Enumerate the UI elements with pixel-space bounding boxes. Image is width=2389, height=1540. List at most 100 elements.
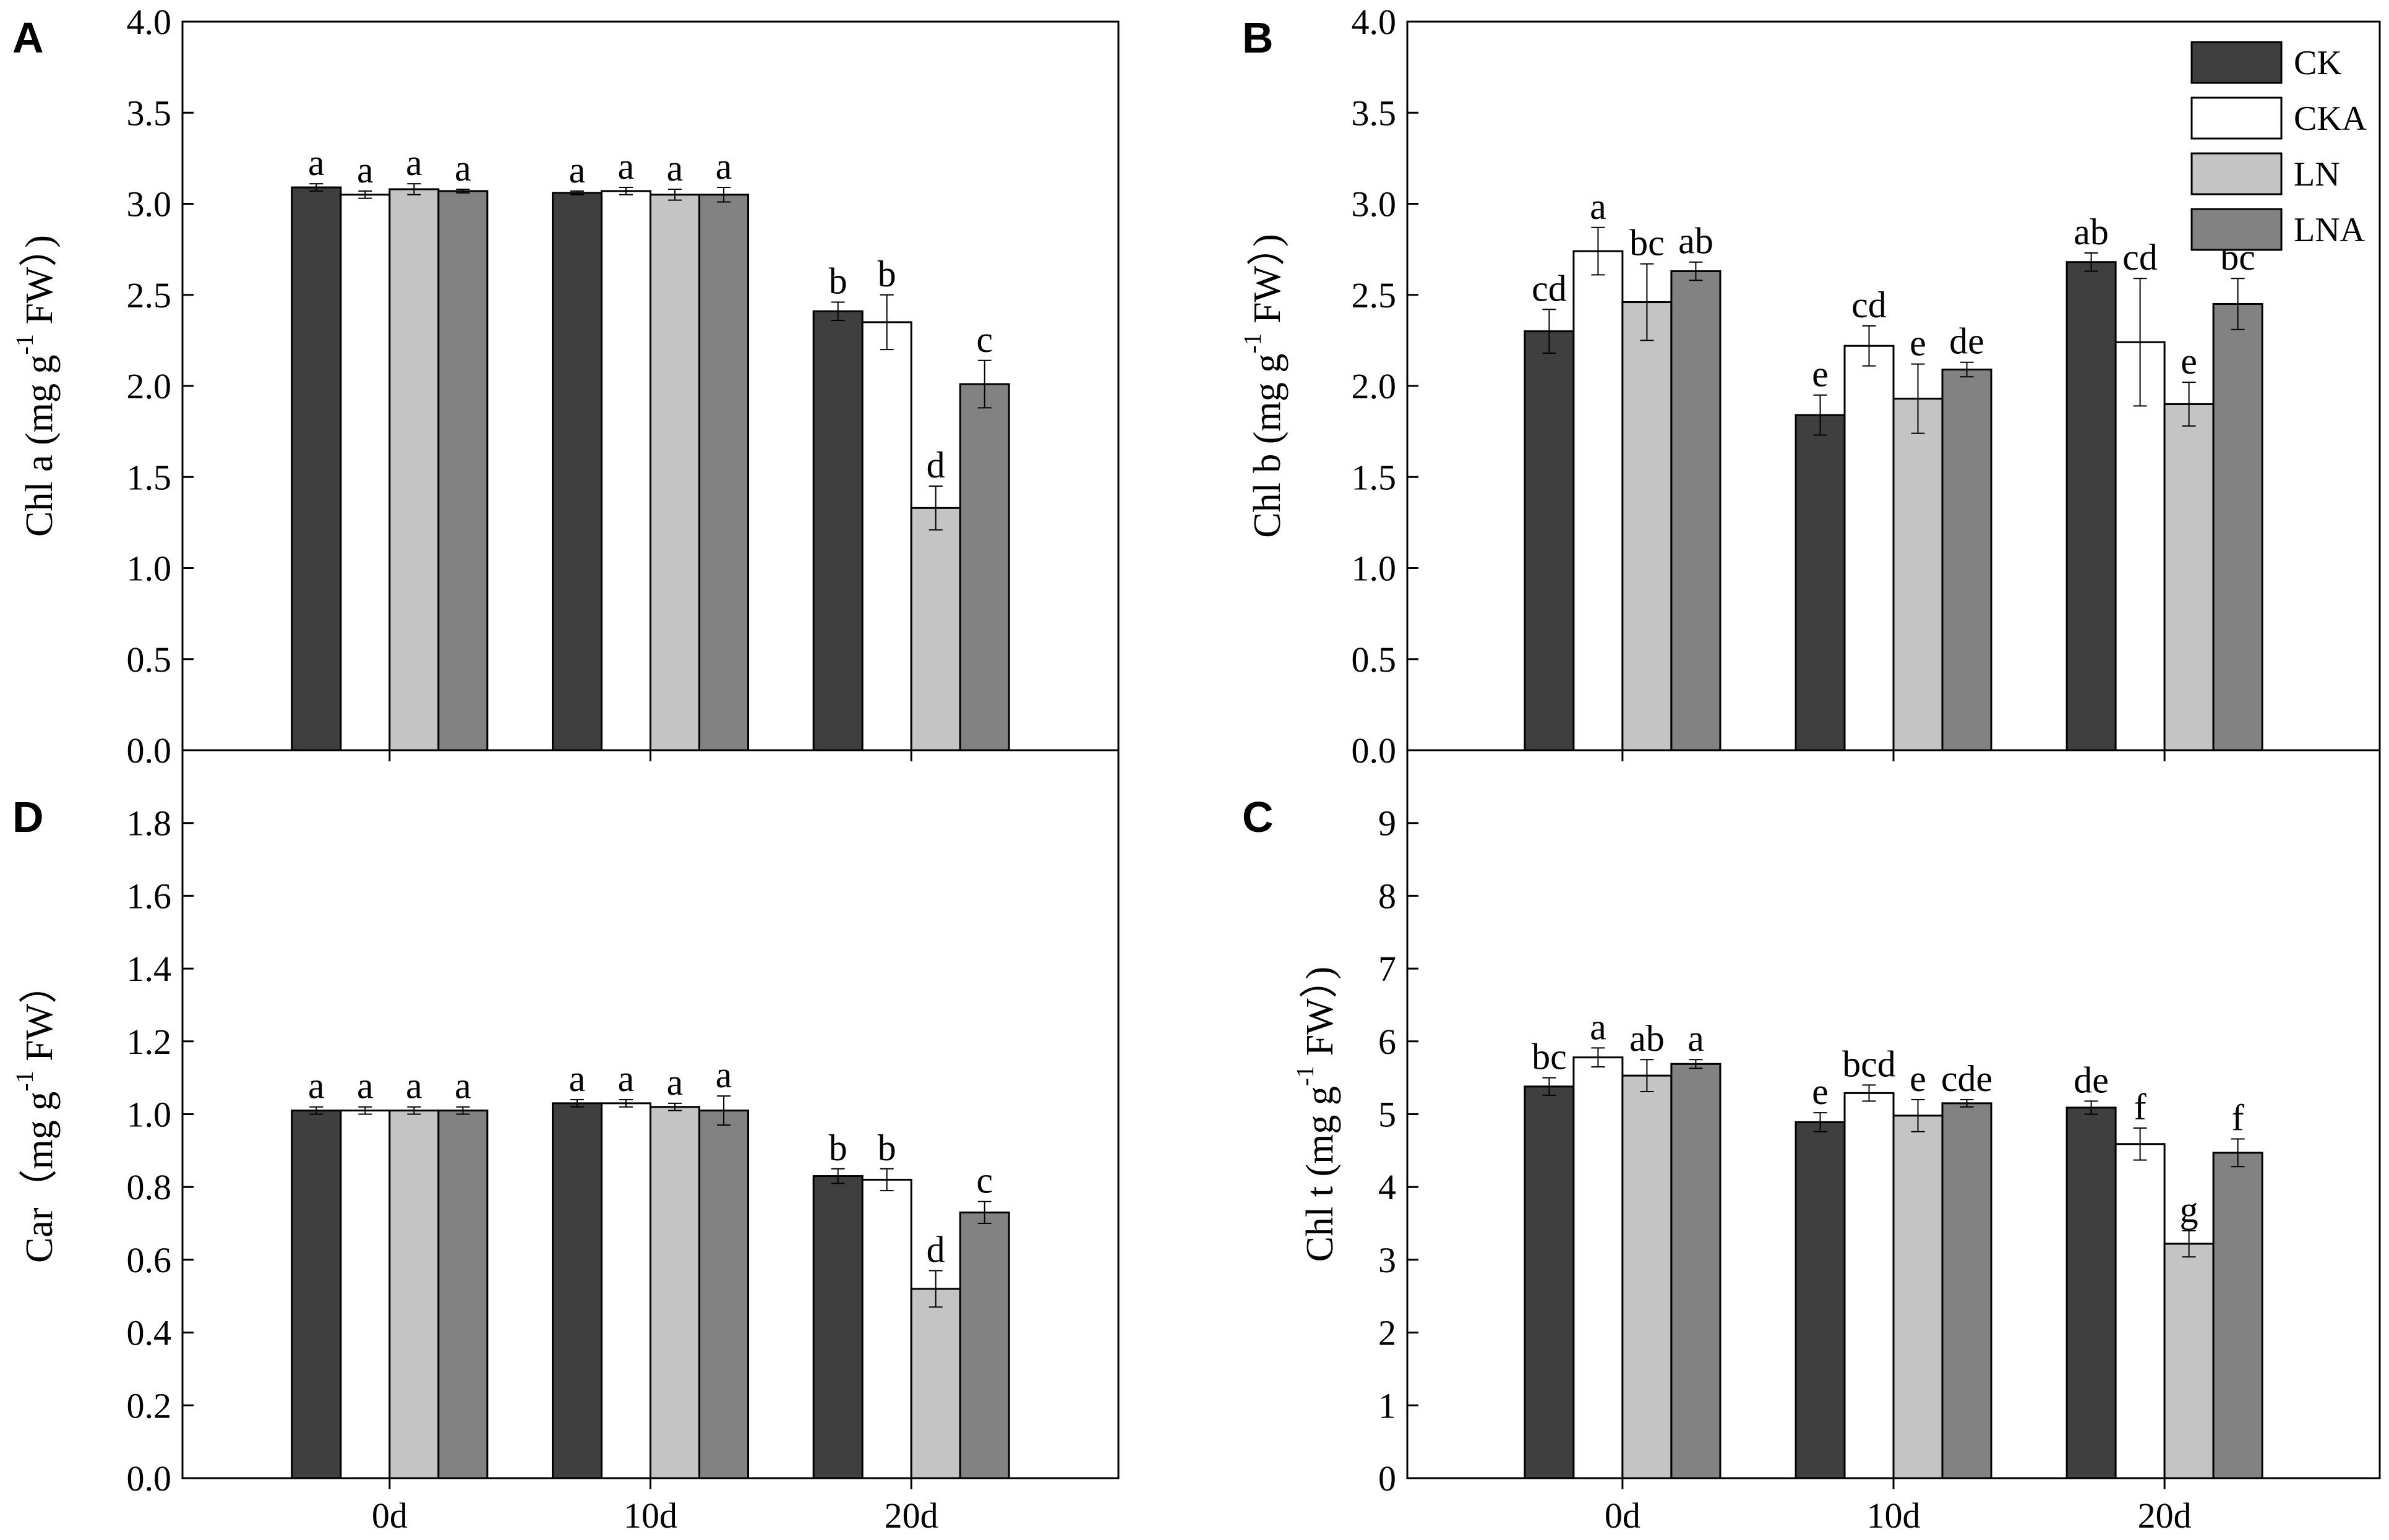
panel-a: A 0.0 0.5 1.0 1.5 2.0 2.5 3.0 3.5 4.0 Chl a (mg g-… [11,2,1120,771]
significance-label: b [878,254,896,294]
legend-swatch-ln [2190,152,2283,195]
significance-label: de [2074,1059,2109,1100]
y-tick-label: 0.6 [127,1240,172,1280]
significance-label: cd [2122,237,2158,278]
y-tick-label: 5 [1378,1095,1396,1135]
bar-ck-20d [2065,261,2117,751]
significance-label: e [2181,341,2197,382]
significance-label: e [1812,354,1829,395]
significance-label: a [308,142,325,183]
y-tick-label: 0 [1378,1458,1396,1499]
significance-label: a [1688,1018,1704,1059]
bar-ln-10d [650,194,700,751]
bar-ck-10d [1795,1121,1846,1479]
y-tick-label: 2.0 [127,366,172,406]
y-tick-label: 0.0 [127,730,172,771]
bar-cka-10d [1843,344,1895,751]
y-tick-label: 4 [1378,1167,1396,1207]
significance-label: a [357,1066,374,1106]
significance-label: a [1590,186,1606,227]
bar-lna-10d [698,1110,749,1479]
significance-label: d [927,445,945,486]
y-tick-label: 1 [1378,1385,1396,1426]
bar-ck-0d [291,186,342,751]
bar-cka-20d [2114,1143,2166,1479]
y-tick-label: 6 [1378,1022,1396,1062]
y-tick-label: 0.8 [127,1167,172,1207]
x-tick-label: 0d [1605,1495,1641,1536]
bar-ln-0d [1621,1074,1673,1479]
significance-label: b [829,1127,847,1168]
bar-ck-0d [291,1110,342,1479]
y-tick-label: 1.5 [1352,457,1397,497]
y-tick-label: 1.2 [127,1022,172,1062]
bar-lna-10d [698,194,749,751]
significance-label: cd [1532,268,1567,309]
panel-letter: B [1242,14,1274,62]
panel-letter: C [1242,793,1274,841]
bar-ln-20d [2163,1243,2215,1479]
x-tick-label: 20d [2138,1495,2192,1536]
significance-label: e [1910,1058,1926,1099]
bar-ln-10d [650,1106,700,1479]
significance-label: a [716,146,732,187]
y-tick-label: 2.5 [1352,275,1397,315]
y-tick-label: 2.0 [1352,366,1397,406]
x-tick-label: 0d [372,1495,408,1536]
bar-lna-20d [959,1211,1010,1479]
bar-cka-20d [2114,341,2166,751]
legend-label-ln: LN [2294,155,2340,194]
y-tick-label: 1.8 [127,803,172,844]
legend-swatch-cka [2190,96,2283,140]
bar-cka-0d [1572,1056,1624,1479]
y-tick-label: 0.0 [127,1458,172,1499]
y-tick-label: 1.6 [127,876,172,916]
significance-label: ab [2074,212,2109,252]
y-tick-label: 1.5 [127,457,172,497]
significance-label: d [927,1230,945,1270]
y-axis-title: Chl b (mg g-1 FW）) [1238,234,1289,537]
bar-ck-10d [552,1102,603,1479]
significance-label: a [455,1066,471,1106]
significance-label: f [2232,1098,2244,1139]
bar-lna-0d [437,190,489,751]
significance-label: a [455,148,471,189]
bar-lna-10d [1941,368,1992,751]
panel-letter: A [12,14,44,62]
y-tick-label: 3 [1378,1240,1396,1280]
y-tick-label: 3.0 [127,184,172,225]
bar-ln-0d [388,188,440,751]
y-tick-label: 0.5 [127,640,172,680]
significance-label: de [1949,321,1984,362]
bar-lna-0d [437,1110,489,1479]
y-tick-label: 3.0 [1352,184,1397,225]
y-tick-label: 3.5 [127,93,172,133]
bar-ln-20d [910,507,961,751]
panel-letter: D [12,793,44,841]
bar-lna-20d [959,383,1010,751]
bar-cka-0d [340,1110,391,1479]
bar-ln-20d [910,1288,961,1479]
bar-lna-20d [2212,302,2263,751]
significance-label: a [406,142,422,183]
significance-label: a [357,150,374,190]
bar-ck-20d [812,1175,864,1479]
y-axis-title: Chl t (mg g-1 FW）) [1291,967,1341,1262]
significance-label: e [1812,1071,1829,1112]
y-tick-label: 4.0 [1352,2,1397,42]
significance-label: bc [1532,1037,1567,1077]
y-tick-label: 2 [1378,1313,1396,1353]
panel-d: D 0.0 0.2 0.4 0.6 0.8 1.0 1.2 1.4 1.6 1.8 Car（mg g-… [11,749,1120,1536]
bar-cka-10d [601,1102,651,1479]
significance-label: b [878,1127,896,1168]
bar-ck-10d [552,192,603,751]
bar-lna-20d [2212,1152,2263,1479]
significance-label: cde [1941,1058,1992,1099]
significance-label: a [618,146,635,187]
significance-label: a [569,1058,586,1099]
bar-cka-20d [861,321,912,751]
bar-lna-10d [1941,1102,1992,1479]
y-axis-title: Car（mg g-1 FW） [11,965,61,1263]
